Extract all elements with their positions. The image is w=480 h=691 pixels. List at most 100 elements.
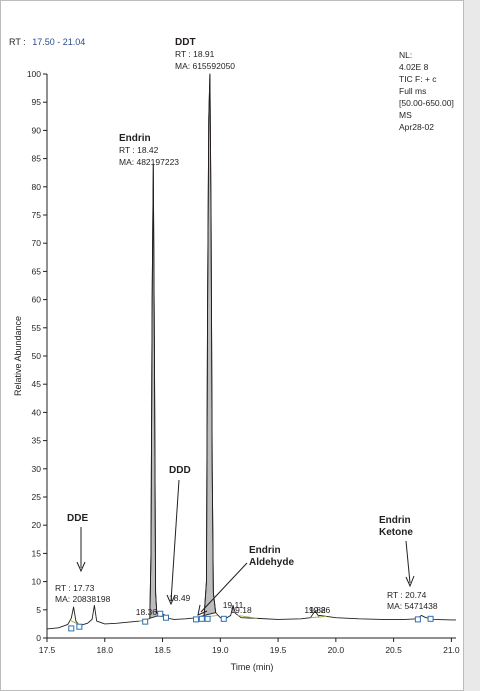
peak-boundary-marker xyxy=(427,615,434,622)
peak-boundary-marker xyxy=(193,616,200,623)
y-tick-label: 30 xyxy=(32,464,42,474)
retention-time-label: 19.82 xyxy=(304,605,326,615)
peak-ma-endrin-ketone: MA: 5471438 xyxy=(387,601,438,611)
y-axis-ticks: 0 5 10 15 20 25 30 35 40 45 50 55 60 65 70 75 80 85 90 95 10… xyxy=(27,69,47,643)
x-tick-label: 19.5 xyxy=(270,645,287,655)
arrow-endrin-ketone xyxy=(405,540,411,584)
annotation-endrin-ketone: Endrin Ketone RT : 20.74 MA: 5471438 xyxy=(379,515,438,611)
y-tick-label: 35 xyxy=(32,436,42,446)
arrowhead-dde xyxy=(76,561,86,573)
peak-rt-dde: RT : 17.73 xyxy=(55,583,95,593)
retention-time-label: 19.11 xyxy=(223,600,244,610)
peak-ma-dde: MA: 20838198 xyxy=(55,594,111,604)
y-tick-label: 60 xyxy=(32,295,42,305)
peak-boundary-marker xyxy=(198,615,205,622)
chromatogram-trace xyxy=(46,73,456,630)
rt-range-prefix: RT : xyxy=(9,37,26,47)
info-line: MS xyxy=(399,110,412,120)
x-axis-ticks: 17.5 18.0 18.5 19.0 19.5 20.0 20.5 21.0 xyxy=(39,638,460,655)
y-tick-label: 40 xyxy=(32,407,42,417)
peak-boundary-markers xyxy=(68,610,434,632)
peak-name-endrin-aldehyde-2: Aldehyde xyxy=(249,557,294,568)
y-tick-label: 80 xyxy=(32,182,42,192)
chromatogram-trace-layer xyxy=(46,73,456,630)
info-line: Full ms xyxy=(399,86,426,96)
annotation-endrin: Endrin RT : 18.42 MA: 482197223 xyxy=(119,133,179,167)
chromatogram-chart: RT : 17.50 - 21.04 NL: 4.02E 8 TIC F: + … xyxy=(9,37,460,672)
y-tick-label: 25 xyxy=(32,492,42,502)
peak-boundary-marker xyxy=(76,623,83,630)
arrow-endrin-aldehyde xyxy=(200,562,248,613)
y-tick-label: 0 xyxy=(36,633,41,643)
peak-name-endrin-aldehyde-1: Endrin xyxy=(249,545,281,556)
info-line: [50.00-650.00] xyxy=(399,98,454,108)
retention-time-label: 19.86 xyxy=(309,605,331,615)
peak-boundary-marker xyxy=(163,614,170,621)
x-tick-label: 21.0 xyxy=(443,645,460,655)
peak-name-endrin: Endrin xyxy=(119,133,151,144)
annotation-ddd: DDD 18.49 xyxy=(166,465,191,606)
peak-boundary-marker xyxy=(68,625,75,632)
x-axis-title: Time (min) xyxy=(231,662,274,672)
peak-boundary-marker xyxy=(204,615,211,622)
x-tick-label: 19.0 xyxy=(212,645,229,655)
x-tick-label: 20.0 xyxy=(328,645,345,655)
retention-time-label: 19.18 xyxy=(230,605,252,615)
info-line: 4.02E 8 xyxy=(399,62,429,72)
y-tick-label: 15 xyxy=(32,548,42,558)
y-tick-label: 20 xyxy=(32,520,42,530)
y-tick-label: 10 xyxy=(32,577,42,587)
annotation-ddt: DDT RT : 18.91 MA: 615592050 xyxy=(175,37,235,71)
chromatogram-panel: RT : 17.50 - 21.04 NL: 4.02E 8 TIC F: + … xyxy=(0,0,464,691)
y-tick-label: 5 xyxy=(36,605,41,615)
rt-range-value: 17.50 - 21.04 xyxy=(32,37,85,47)
annotation-endrin-aldehyde: Endrin Aldehyde xyxy=(197,545,294,616)
peak-name-dde: DDE xyxy=(67,513,88,524)
x-tick-label: 18.0 xyxy=(96,645,113,655)
y-tick-label: 95 xyxy=(32,97,42,107)
peak-name-ddd: DDD xyxy=(169,465,191,476)
y-tick-label: 85 xyxy=(32,154,42,164)
y-tick-label: 90 xyxy=(32,125,42,135)
peak-fills xyxy=(149,73,217,619)
peak-area-fill xyxy=(203,73,217,617)
y-tick-label: 75 xyxy=(32,210,42,220)
peak-name-endrin-ketone-1: Endrin xyxy=(379,515,411,526)
rt-range-header: RT : 17.50 - 21.04 xyxy=(9,37,85,47)
peak-boundary-marker xyxy=(220,615,227,622)
retention-time-label: 18.36 xyxy=(136,607,158,617)
info-line: Apr28-02 xyxy=(399,122,434,132)
acquisition-info: NL: 4.02E 8 TIC F: + c Full ms [50.00-65… xyxy=(399,50,454,132)
peak-ma-endrin: MA: 482197223 xyxy=(119,157,179,167)
peak-rt-endrin-ketone: RT : 20.74 xyxy=(387,590,427,600)
x-tick-label: 20.5 xyxy=(385,645,402,655)
info-line: NL: xyxy=(399,50,412,60)
baseline-segment xyxy=(237,614,258,619)
peak-boundary-marker xyxy=(414,616,421,623)
arrow-ddd xyxy=(170,479,180,602)
peak-rt-ddt: RT : 18.91 xyxy=(175,49,215,59)
peak-rt-ddd: 18.49 xyxy=(169,593,191,603)
y-tick-label: 70 xyxy=(32,238,42,248)
arrowhead-ddd xyxy=(166,594,176,606)
arrowhead-endrin-aldehyde xyxy=(197,604,208,616)
peak-ma-ddt: MA: 615592050 xyxy=(175,61,235,71)
arrowhead-endrin-ketone xyxy=(405,575,415,588)
peak-rt-endrin: RT : 18.42 xyxy=(119,145,159,155)
baseline-segment xyxy=(310,615,327,619)
y-tick-label: 100 xyxy=(27,69,41,79)
peak-boundary-marker xyxy=(142,618,149,625)
peak-boundary-marker xyxy=(157,610,164,617)
peak-name-ddt: DDT xyxy=(175,37,196,48)
peak-name-endrin-ketone-2: Ketone xyxy=(379,527,413,538)
y-tick-label: 65 xyxy=(32,266,42,276)
y-tick-label: 55 xyxy=(32,323,42,333)
info-line: TIC F: + c xyxy=(399,74,437,84)
y-tick-label: 45 xyxy=(32,379,42,389)
y-axis-title: Relative Abundance xyxy=(13,316,23,396)
annotation-dde: DDE RT : 17.73 MA: 20838198 xyxy=(55,513,111,604)
x-tick-label: 18.5 xyxy=(154,645,171,655)
y-tick-label: 50 xyxy=(32,351,42,361)
x-tick-label: 17.5 xyxy=(39,645,56,655)
